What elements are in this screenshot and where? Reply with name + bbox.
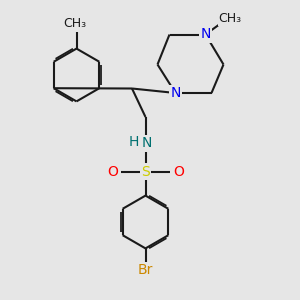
- Text: N: N: [200, 28, 211, 41]
- Text: N: N: [170, 86, 181, 100]
- Text: S: S: [141, 165, 150, 178]
- Text: O: O: [107, 165, 118, 178]
- Text: O: O: [173, 165, 184, 178]
- Text: N: N: [142, 136, 152, 150]
- Text: CH₃: CH₃: [218, 11, 242, 25]
- Text: CH₃: CH₃: [63, 17, 87, 31]
- Text: Br: Br: [138, 263, 153, 277]
- Text: H: H: [129, 135, 139, 149]
